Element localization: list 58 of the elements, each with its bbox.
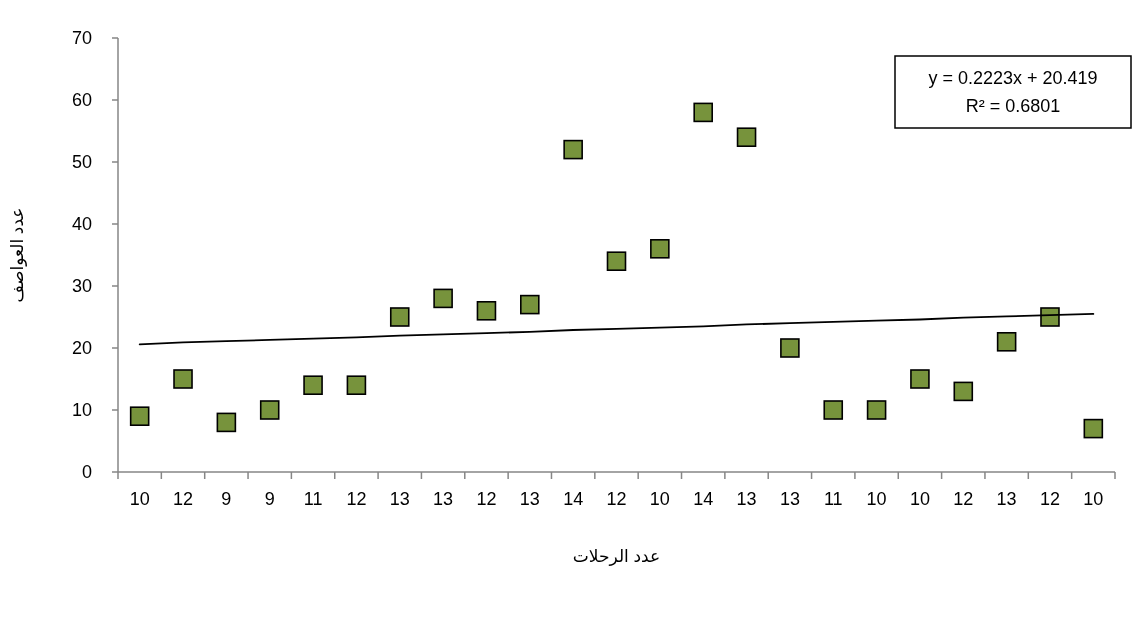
x-tick-label: 13	[389, 489, 410, 509]
y-tick-label: 60	[71, 90, 92, 110]
x-tick-label: 10	[129, 489, 150, 509]
y-tick-label: 0	[81, 462, 92, 482]
point	[129, 406, 150, 426]
point	[606, 251, 627, 271]
x-tick-label: 14	[563, 489, 584, 509]
point	[736, 127, 757, 147]
x-tick-label: 10	[866, 489, 887, 509]
x-tick-label: 11	[303, 489, 323, 509]
y-tick-label: 10	[71, 400, 92, 420]
x-tick-label: 10	[909, 489, 930, 509]
point	[173, 369, 193, 389]
point	[996, 332, 1017, 352]
y-tick-label: 20	[71, 338, 92, 358]
x-tick-label: 14	[693, 489, 714, 509]
point	[866, 400, 887, 420]
point	[216, 412, 237, 433]
x-tick-label: 13	[996, 489, 1017, 509]
x-tick-label: 11	[823, 489, 843, 509]
y-tick-label: 30	[71, 276, 92, 296]
x-tick-label: 12	[606, 489, 627, 509]
x-tick-label: 12	[1039, 489, 1060, 509]
point	[953, 381, 974, 402]
annotation: y = 0.2223x + 20.419	[928, 68, 1098, 88]
x-tick-label: 12	[476, 489, 497, 509]
point	[563, 139, 583, 160]
x-tick-label: 9	[221, 489, 232, 509]
x-tick-label: 12	[173, 489, 194, 509]
x-tick-label: 9	[264, 489, 275, 509]
x-tick-label: 13	[519, 489, 540, 509]
point	[476, 301, 497, 321]
x-tick-label: 13	[736, 489, 757, 509]
x-tick-label: 12	[346, 489, 367, 509]
point	[910, 369, 930, 389]
x-tick-label: 10	[1083, 489, 1104, 509]
x-tick-label: 12	[953, 489, 974, 509]
point	[346, 375, 367, 395]
x-tick-label: 10	[649, 489, 670, 509]
point	[780, 338, 800, 358]
x-tick-label: 13	[779, 489, 800, 509]
point	[259, 400, 280, 420]
point	[693, 102, 713, 123]
point	[650, 239, 670, 259]
x-axis-title: عدد الرحلات	[572, 547, 661, 566]
point	[303, 375, 323, 395]
x-tick-label: 13	[433, 489, 454, 509]
annotation-box: y = 0.2223x + 20.419 R² = 0.6801	[894, 55, 1132, 129]
point	[433, 288, 453, 309]
point	[1083, 418, 1104, 439]
y-tick-label: 70	[71, 28, 92, 48]
annotation: R² = 0.6801	[965, 96, 1061, 116]
point	[389, 307, 410, 327]
y-tick-label: 50	[71, 152, 92, 172]
y-tick-label: 40	[71, 214, 92, 234]
point	[520, 294, 540, 315]
point	[823, 400, 844, 420]
y-axis-title: عدد العواصف	[8, 207, 27, 303]
